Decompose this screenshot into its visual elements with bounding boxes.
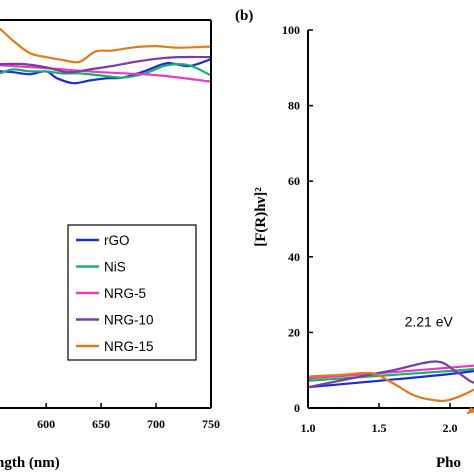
legend-label-nrg-5: NRG-5 (104, 286, 146, 301)
series-line-b-nrg-15 (307, 371, 474, 403)
band-gap-arrow-head (467, 406, 474, 414)
panel-a-series (0, 27, 212, 85)
series-line-a-rgo (0, 58, 212, 85)
panel-b-y-axis-label: [F(R)hν]² (253, 187, 269, 247)
panel-a-x-tick-label: 750 (202, 417, 220, 431)
panel-a-x-tick-label: 700 (147, 417, 165, 431)
panel-b-y-tick-label: 40 (288, 250, 300, 264)
panel-a: 600 650 700 750 ngth (nm) rGO NiS NRG-5 NRG-10… (0, 19, 220, 471)
legend-box (67, 224, 197, 361)
band-gap-arrow (466, 406, 474, 415)
panel-a-x-tick-label: 600 (37, 417, 55, 431)
panel-a-x-axis-label: ngth (nm) (0, 455, 60, 471)
panel-b-x-tick-label: 2.0 (443, 421, 458, 435)
series-line-a-nis (0, 63, 212, 79)
panel-b-axes (307, 30, 474, 409)
panel-b-y-tick-label: 80 (288, 99, 300, 113)
panel-b-x-axis-label: Pho (436, 455, 461, 471)
series-line-b-rgo (307, 370, 474, 389)
legend-items: rGO NiS NRG-5 NRG-10 NRG-15 (76, 233, 154, 354)
panel-b-series (307, 360, 474, 403)
panel-a-axes (0, 19, 212, 409)
panel-b-ticks: 0 20 40 60 80 100 1.0 1.5 2.0 (282, 23, 458, 435)
panel-b-y-tick-label: 20 (288, 325, 300, 339)
panel-b-x-tick-label: 1.0 (301, 421, 316, 435)
panel-b-y-tick-label: 100 (282, 23, 300, 37)
series-line-b-nis (307, 368, 474, 382)
panel-b-label: (b) (235, 8, 253, 24)
panel-a-ticks: 600 650 700 750 (37, 403, 220, 431)
legend-label-nis: NiS (104, 260, 126, 275)
panel-b-y-tick-label: 0 (294, 401, 300, 415)
series-line-a-nrg-5 (0, 64, 212, 83)
legend-label-nrg-15: NRG-15 (104, 339, 154, 354)
legend-label-rgo: rGO (104, 233, 130, 248)
panel-a-x-tick-label: 650 (92, 417, 110, 431)
series-line-a-nrg-15 (0, 27, 212, 64)
panel-b-x-tick-label: 1.5 (372, 421, 387, 435)
series-line-b-nrg-10 (307, 360, 474, 389)
series-line-a-nrg-10 (0, 55, 212, 74)
legend-label-nrg-10: NRG-10 (104, 313, 154, 328)
legend: rGO NiS NRG-5 NRG-10 NRG-15 (67, 224, 197, 361)
annotation-band-gap: 2.21 eV (405, 313, 454, 329)
panel-b-y-tick-label: 60 (288, 174, 300, 188)
